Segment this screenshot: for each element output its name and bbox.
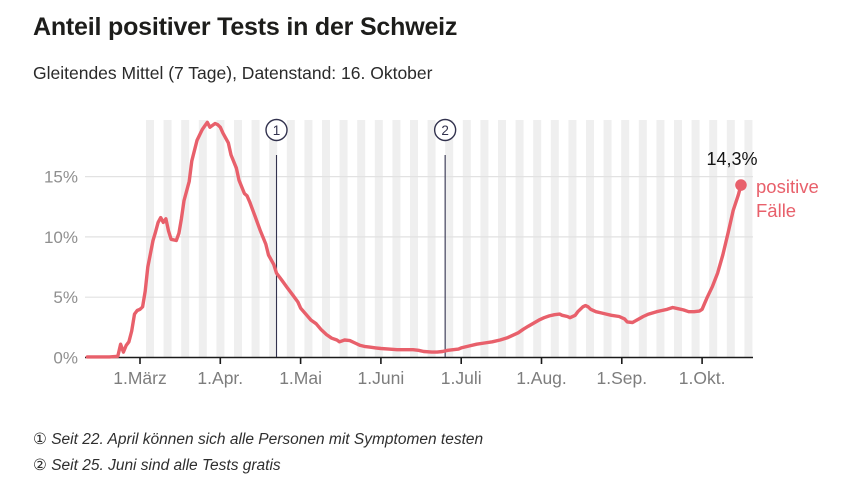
weekend-stripe — [146, 120, 154, 358]
chart-canvas: 0% 5% 10% 15% 1.März 1.Apr. 1.Mai 1.Juni 1.Juli 1… — [44, 118, 753, 388]
weekend-stripe — [357, 120, 366, 358]
x-axis-tick-label: 1.Juli — [441, 368, 482, 388]
weekend-stripe — [322, 120, 330, 358]
chart-subtitle: Gleitendes Mittel (7 Tage), Datenstand: … — [33, 63, 433, 83]
x-axis-tick-label: 1.Sep. — [596, 368, 647, 388]
weekend-stripe — [744, 120, 753, 358]
weekend-stripe — [269, 120, 278, 358]
y-axis-tick-label: 0% — [53, 349, 78, 368]
weekend-stripe — [515, 120, 524, 358]
end-point-dot — [735, 179, 747, 191]
data-line — [85, 120, 743, 359]
annotation-marker-2 — [433, 118, 457, 142]
weekend-stripe — [410, 120, 418, 358]
weekend-stripe — [462, 120, 471, 358]
weekend-stripe — [533, 120, 542, 358]
weekend-stripe — [198, 120, 207, 358]
x-axis-tick-label: 1.Juni — [358, 368, 405, 388]
x-axis-tick-label: 1.Okt. — [679, 368, 726, 388]
y-axis-tick-label: 15% — [44, 168, 78, 187]
weekend-stripe — [498, 120, 506, 358]
x-axis-tick-label: 1.Apr. — [197, 368, 243, 388]
weekend-stripe — [216, 120, 225, 358]
weekend-stripe — [709, 120, 718, 358]
weekend-stripe — [445, 120, 454, 358]
weekend-stripe — [163, 120, 172, 358]
weekend-stripe — [251, 120, 260, 358]
weekend-stripe — [234, 120, 242, 358]
weekend-stripe — [674, 120, 682, 358]
weekend-stripe — [568, 120, 577, 358]
weekend-stripe — [374, 120, 383, 358]
weekend-stripe — [726, 120, 735, 358]
weekend-stripe — [181, 120, 190, 358]
x-axis-tick-label: 1.Mai — [279, 368, 322, 388]
end-value-label: 14,3% — [706, 149, 758, 169]
weekend-stripe — [339, 120, 348, 358]
annotation-number-2: 2 — [441, 123, 449, 138]
weekend-stripe — [480, 120, 489, 358]
series-label: positive Fälle — [756, 176, 819, 222]
chart-title: Anteil positiver Tests in der Schweiz — [33, 13, 458, 41]
weekend-stripe — [638, 120, 647, 358]
weekend-stripe — [656, 120, 665, 358]
x-axis-tick-label: 1.Aug. — [516, 368, 567, 388]
weekend-stripe — [427, 120, 436, 358]
weekend-stripe — [586, 120, 594, 358]
weekend-stripe — [621, 120, 630, 358]
weekend-stripe — [550, 120, 559, 358]
weekend-stripe — [304, 120, 313, 358]
y-axis-tick-label: 5% — [53, 288, 78, 307]
footnote-2: ② Seit 25. Juni sind alle Tests gratis — [33, 457, 281, 474]
annotation-number-1: 1 — [273, 123, 281, 138]
weekend-stripe — [286, 120, 295, 358]
y-axis-tick-label: 10% — [44, 228, 78, 247]
x-axis-tick-label: 1.März — [113, 368, 166, 388]
weekend-stripe — [691, 120, 700, 358]
weekend-stripe — [392, 120, 401, 358]
annotation-marker-1 — [265, 118, 288, 142]
footnote-1: ① Seit 22. April können sich alle Person… — [33, 431, 484, 448]
weekend-stripe — [603, 120, 612, 358]
